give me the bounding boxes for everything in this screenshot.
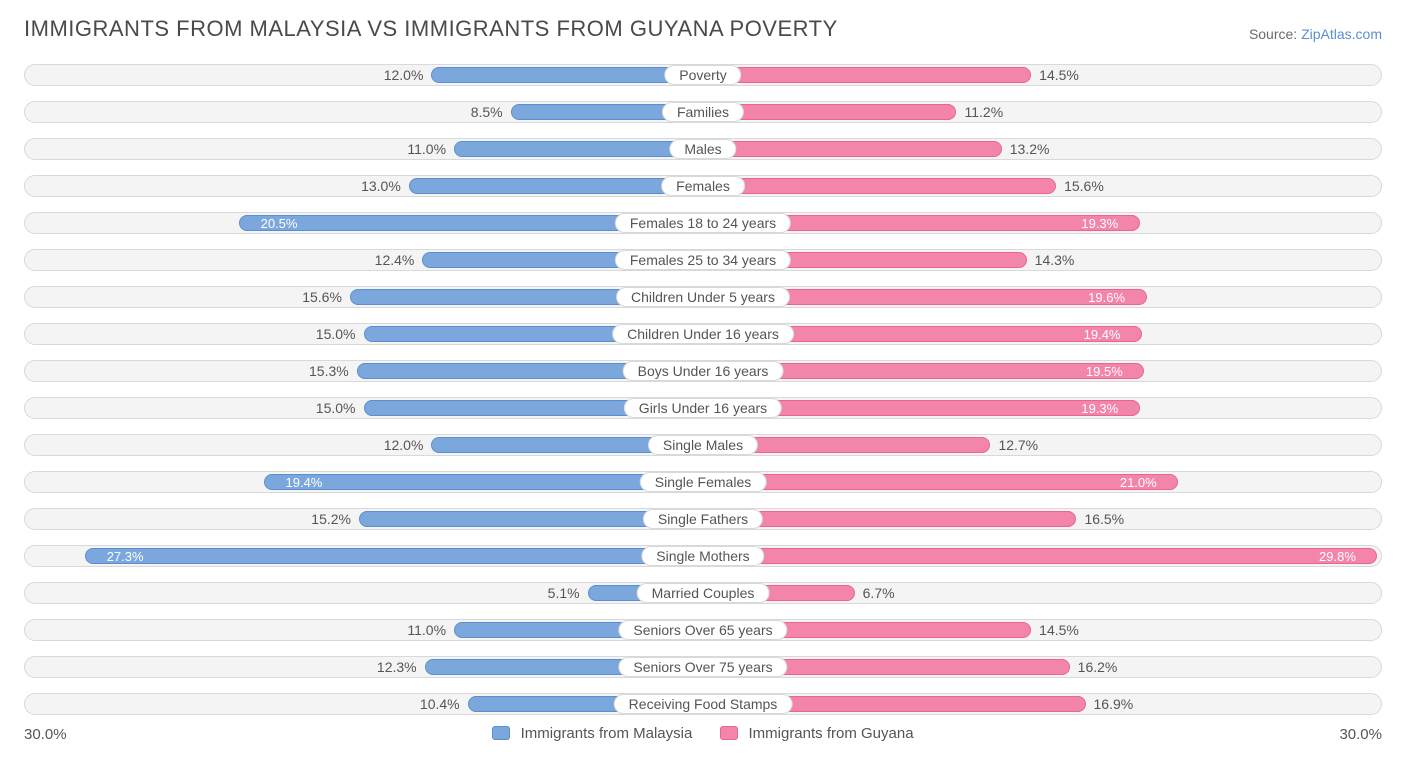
category-label: Children Under 16 years: [612, 324, 794, 344]
chart-row: 12.3% 16.2% Seniors Over 75 years: [24, 652, 1382, 682]
axis-right-max: 30.0%: [1339, 726, 1382, 743]
category-label: Poverty: [664, 65, 741, 85]
value-left: 8.5%: [471, 104, 503, 120]
chart-row: 15.3% 19.5% Boys Under 16 years: [24, 356, 1382, 386]
axis-left-max: 30.0%: [24, 726, 67, 743]
category-label: Receiving Food Stamps: [614, 694, 793, 714]
value-right: 14.3%: [1035, 252, 1075, 268]
value-right: 16.9%: [1094, 696, 1134, 712]
chart-row: 12.4% 14.3% Females 25 to 34 years: [24, 245, 1382, 275]
chart-row: 11.0% 13.2% Males: [24, 134, 1382, 164]
value-right: 21.0%: [1120, 475, 1165, 490]
category-label: Males: [669, 139, 736, 159]
value-left: 15.3%: [309, 363, 349, 379]
value-right: 14.5%: [1039, 67, 1079, 83]
category-label: Females 18 to 24 years: [615, 213, 791, 233]
category-label: Single Males: [648, 435, 758, 455]
category-label: Girls Under 16 years: [624, 398, 782, 418]
value-right: 19.3%: [1081, 216, 1126, 231]
bar-right: [703, 141, 1002, 157]
value-left: 5.1%: [548, 585, 580, 601]
value-right: 6.7%: [863, 585, 895, 601]
legend-swatch-left: [492, 726, 510, 740]
category-label: Single Females: [640, 472, 767, 492]
chart-title: IMMIGRANTS FROM MALAYSIA VS IMMIGRANTS F…: [24, 16, 838, 42]
value-left: 10.4%: [420, 696, 460, 712]
value-left: 12.4%: [375, 252, 415, 268]
category-label: Seniors Over 65 years: [618, 620, 787, 640]
bar-right: [703, 67, 1031, 83]
chart-row: 15.6% 19.6% Children Under 5 years: [24, 282, 1382, 312]
value-right: 12.7%: [998, 437, 1038, 453]
value-left: 27.3%: [99, 549, 144, 564]
legend: Immigrants from Malaysia Immigrants from…: [24, 725, 1382, 742]
bar-right: [703, 474, 1178, 490]
value-left: 15.0%: [316, 400, 356, 416]
value-left: 19.4%: [278, 475, 323, 490]
chart-row: 12.0% 12.7% Single Males: [24, 430, 1382, 460]
chart-row: 15.0% 19.3% Girls Under 16 years: [24, 393, 1382, 423]
value-left: 11.0%: [407, 622, 446, 638]
source-link[interactable]: ZipAtlas.com: [1301, 26, 1382, 42]
category-label: Boys Under 16 years: [623, 361, 784, 381]
source-attribution: Source: ZipAtlas.com: [1249, 26, 1382, 42]
bar-left: [264, 474, 703, 490]
value-right: 29.8%: [1319, 549, 1364, 564]
chart-row: 5.1% 6.7% Married Couples: [24, 578, 1382, 608]
source-label: Source:: [1249, 26, 1297, 42]
chart-row: 15.0% 19.4% Children Under 16 years: [24, 319, 1382, 349]
legend-label-right: Immigrants from Guyana: [748, 725, 913, 742]
value-left: 12.0%: [384, 437, 424, 453]
value-right: 16.2%: [1078, 659, 1118, 675]
category-label: Seniors Over 75 years: [618, 657, 787, 677]
value-right: 11.2%: [964, 104, 1003, 120]
category-label: Married Couples: [637, 583, 770, 603]
category-label: Families: [662, 102, 744, 122]
value-left: 12.0%: [384, 67, 424, 83]
chart-row: 15.2% 16.5% Single Fathers: [24, 504, 1382, 534]
value-right: 19.4%: [1084, 327, 1129, 342]
category-label: Females: [661, 176, 745, 196]
value-left: 15.0%: [316, 326, 356, 342]
bar-left: [431, 67, 703, 83]
bar-right: [703, 548, 1377, 564]
value-right: 15.6%: [1064, 178, 1104, 194]
chart-row: 13.0% 15.6% Females: [24, 171, 1382, 201]
category-label: Single Fathers: [643, 509, 763, 529]
legend-item-left: Immigrants from Malaysia: [492, 725, 692, 742]
chart-row: 11.0% 14.5% Seniors Over 65 years: [24, 615, 1382, 645]
legend-swatch-right: [720, 726, 738, 740]
bar-left: [409, 178, 703, 194]
value-right: 14.5%: [1039, 622, 1079, 638]
legend-item-right: Immigrants from Guyana: [720, 725, 913, 742]
chart-row: 10.4% 16.9% Receiving Food Stamps: [24, 689, 1382, 719]
value-right: 13.2%: [1010, 141, 1050, 157]
value-right: 19.3%: [1081, 401, 1126, 416]
value-right: 16.5%: [1084, 511, 1124, 527]
bar-right: [703, 178, 1056, 194]
category-label: Females 25 to 34 years: [615, 250, 791, 270]
chart-row: 27.3% 29.8% Single Mothers: [24, 541, 1382, 571]
chart-row: 20.5% 19.3% Females 18 to 24 years: [24, 208, 1382, 238]
header: IMMIGRANTS FROM MALAYSIA VS IMMIGRANTS F…: [24, 16, 1382, 42]
value-right: 19.6%: [1088, 290, 1133, 305]
category-label: Single Mothers: [641, 546, 764, 566]
bar-left: [85, 548, 703, 564]
value-left: 15.6%: [302, 289, 342, 305]
value-right: 19.5%: [1086, 364, 1131, 379]
chart-row: 12.0% 14.5% Poverty: [24, 60, 1382, 90]
value-left: 11.0%: [407, 141, 446, 157]
category-label: Children Under 5 years: [616, 287, 790, 307]
legend-label-left: Immigrants from Malaysia: [521, 725, 693, 742]
chart-row: 19.4% 21.0% Single Females: [24, 467, 1382, 497]
value-left: 12.3%: [377, 659, 417, 675]
diverging-bar-chart: 12.0%14.5%Poverty8.5%11.2%Families11.0%1…: [24, 60, 1382, 719]
value-left: 20.5%: [253, 216, 298, 231]
chart-row: 8.5% 11.2% Families: [24, 97, 1382, 127]
bar-left: [454, 141, 703, 157]
value-left: 13.0%: [361, 178, 401, 194]
value-left: 15.2%: [311, 511, 351, 527]
